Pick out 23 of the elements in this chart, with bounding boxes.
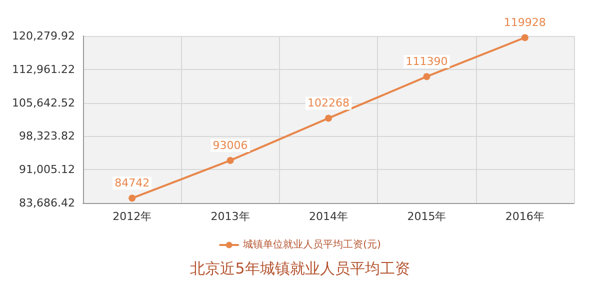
data-label: 111390 <box>406 55 448 68</box>
point <box>325 114 332 122</box>
x-tick-label: 2014年 <box>309 210 348 223</box>
point <box>423 73 430 80</box>
y-tick-label: 98,323.82 <box>19 130 75 143</box>
x-tick-label: 2012年 <box>112 210 152 223</box>
legend-label: 城镇单位就业人员平均工资(元) <box>242 238 381 250</box>
y-tick-label: 112,961.22 <box>12 62 75 76</box>
y-tick-label: 91,005.12 <box>19 163 75 176</box>
x-tick-label: 2015年 <box>407 210 446 223</box>
data-label: 93006 <box>212 138 248 152</box>
point <box>128 194 136 202</box>
text: 北京近5年城镇就业人员平均工资 <box>190 260 410 278</box>
y-tick-label: 83,686.42 <box>19 196 75 210</box>
data-label: 119928 <box>504 16 546 30</box>
point <box>226 156 234 164</box>
data-label: 102268 <box>308 96 350 110</box>
x-tick-label: 2013年 <box>210 210 250 223</box>
x-tick-label: 2016年 <box>505 210 544 223</box>
data-label: 84742 <box>114 176 150 190</box>
y-tick-label: 120,279.92 <box>12 30 75 42</box>
point <box>521 34 528 42</box>
y-tick-label: 105,642.52 <box>12 96 75 110</box>
